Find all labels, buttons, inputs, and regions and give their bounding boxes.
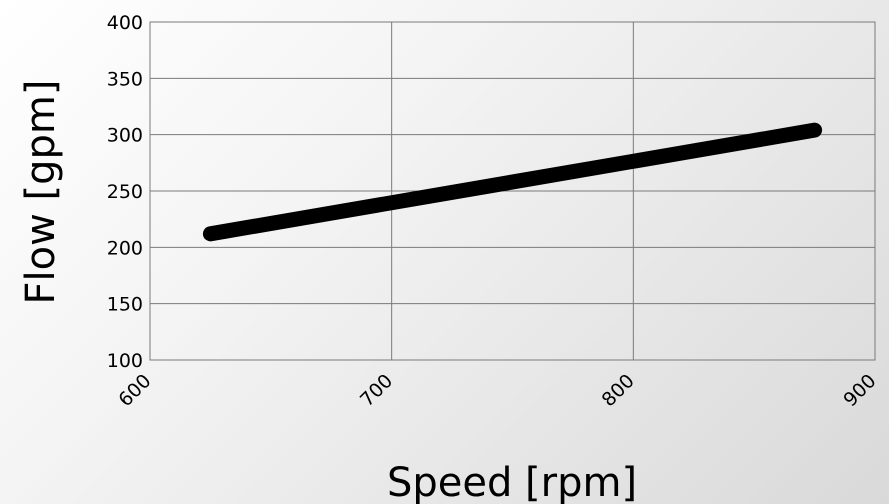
y-tick-label: 100 xyxy=(107,350,143,372)
x-tick-label: 900 xyxy=(839,370,880,411)
x-axis-title: Speed [rpm] xyxy=(387,460,637,504)
y-tick-label: 150 xyxy=(107,294,143,316)
x-tick-label: 800 xyxy=(598,370,639,411)
y-tick-label: 250 xyxy=(107,181,143,203)
x-tick-label: 600 xyxy=(114,370,155,411)
gridlines xyxy=(149,21,876,361)
y-tick-label: 400 xyxy=(107,12,143,34)
y-tick-label: 200 xyxy=(107,237,143,259)
x-tick-label: 700 xyxy=(356,370,397,411)
y-tick-labels: 100 150 200 250 300 350 400 xyxy=(107,12,143,372)
x-tick-labels: 600 700 800 900 xyxy=(114,370,880,411)
series-layer xyxy=(202,122,823,242)
series-line xyxy=(202,122,823,242)
y-tick-label: 300 xyxy=(107,125,143,147)
y-axis-title: Flow [gpm] xyxy=(18,80,64,305)
y-tick-label: 350 xyxy=(107,68,143,90)
